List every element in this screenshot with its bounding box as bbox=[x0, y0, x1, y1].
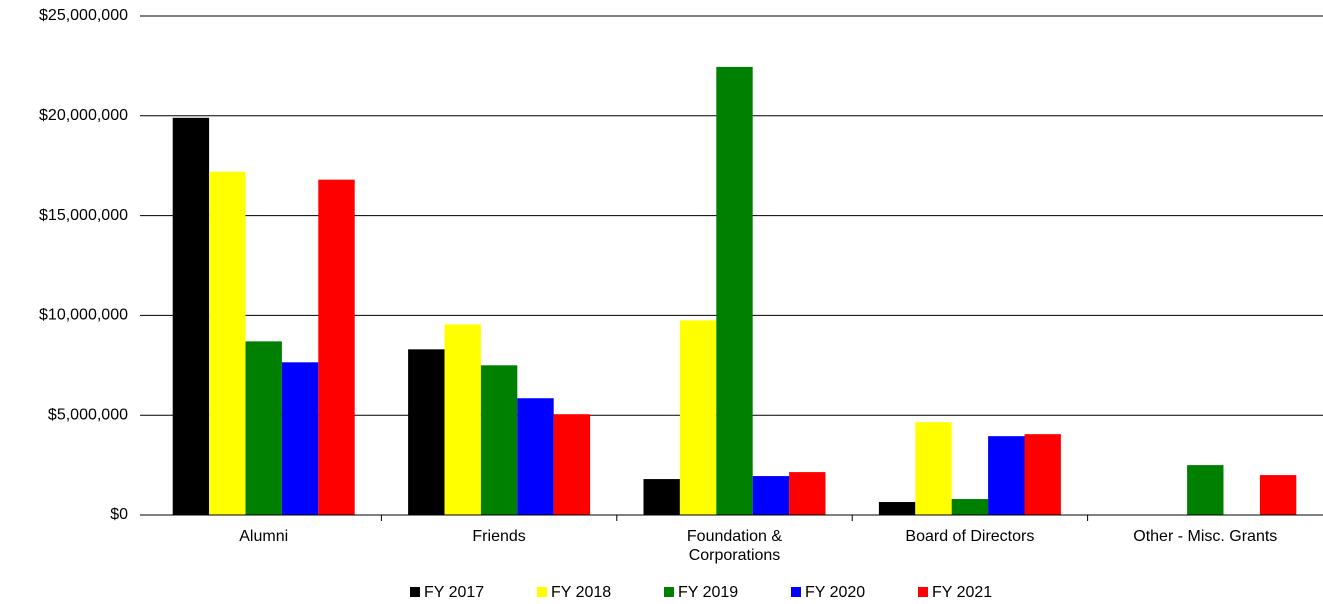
x-tick-label-box: Other - Misc. Grants bbox=[1133, 528, 1278, 545]
y-tick-label: $25,000,000 bbox=[39, 7, 128, 24]
x-tick-label: Foundation & Corporations bbox=[686, 528, 783, 564]
bar bbox=[444, 324, 481, 515]
x-tick-label: Friends bbox=[472, 528, 526, 545]
bar bbox=[245, 341, 282, 515]
legend-swatch bbox=[410, 587, 420, 597]
y-tick-label: $15,000,000 bbox=[39, 207, 128, 224]
bar bbox=[318, 179, 355, 515]
bar bbox=[915, 422, 952, 515]
bar bbox=[716, 66, 753, 515]
bar bbox=[1259, 475, 1297, 515]
bar bbox=[408, 349, 445, 515]
legend-label: FY 2021 bbox=[932, 584, 992, 601]
legend-swatch bbox=[664, 587, 674, 597]
bar bbox=[209, 171, 246, 516]
bar bbox=[553, 414, 591, 515]
bar bbox=[480, 365, 518, 515]
bar bbox=[951, 499, 989, 515]
legend-swatch bbox=[791, 587, 801, 597]
y-tick-label: $20,000,000 bbox=[39, 107, 128, 124]
bar bbox=[172, 117, 210, 516]
legend-label: FY 2018 bbox=[551, 584, 611, 601]
bar bbox=[679, 320, 717, 515]
legend-label: FY 2017 bbox=[424, 584, 484, 601]
x-tick-label-box: Foundation & Corporations bbox=[686, 528, 783, 564]
legend-label: FY 2020 bbox=[805, 584, 865, 601]
legend-swatch bbox=[537, 587, 547, 597]
bar bbox=[1024, 434, 1061, 515]
x-tick-label: Alumni bbox=[239, 528, 289, 545]
y-tick-label: $10,000,000 bbox=[39, 307, 128, 324]
bar bbox=[878, 502, 916, 515]
x-tick-label: Other - Misc. Grants bbox=[1133, 528, 1278, 545]
x-tick-label: Board of Directors bbox=[905, 528, 1035, 545]
bar bbox=[752, 476, 790, 515]
bar bbox=[643, 479, 680, 515]
legend-swatch bbox=[918, 587, 928, 597]
x-tick-label-box: Friends bbox=[472, 528, 526, 545]
y-tick-label: $5,000,000 bbox=[48, 406, 128, 423]
bar bbox=[1187, 465, 1224, 515]
bar bbox=[281, 362, 319, 515]
y-tick-label: $0 bbox=[110, 506, 128, 523]
legend-label: FY 2019 bbox=[678, 584, 738, 601]
bar bbox=[517, 398, 554, 515]
bar bbox=[789, 472, 826, 515]
x-tick-label-box: Alumni bbox=[239, 528, 289, 545]
bar bbox=[988, 436, 1025, 515]
x-tick-label-box: Board of Directors bbox=[905, 528, 1035, 545]
